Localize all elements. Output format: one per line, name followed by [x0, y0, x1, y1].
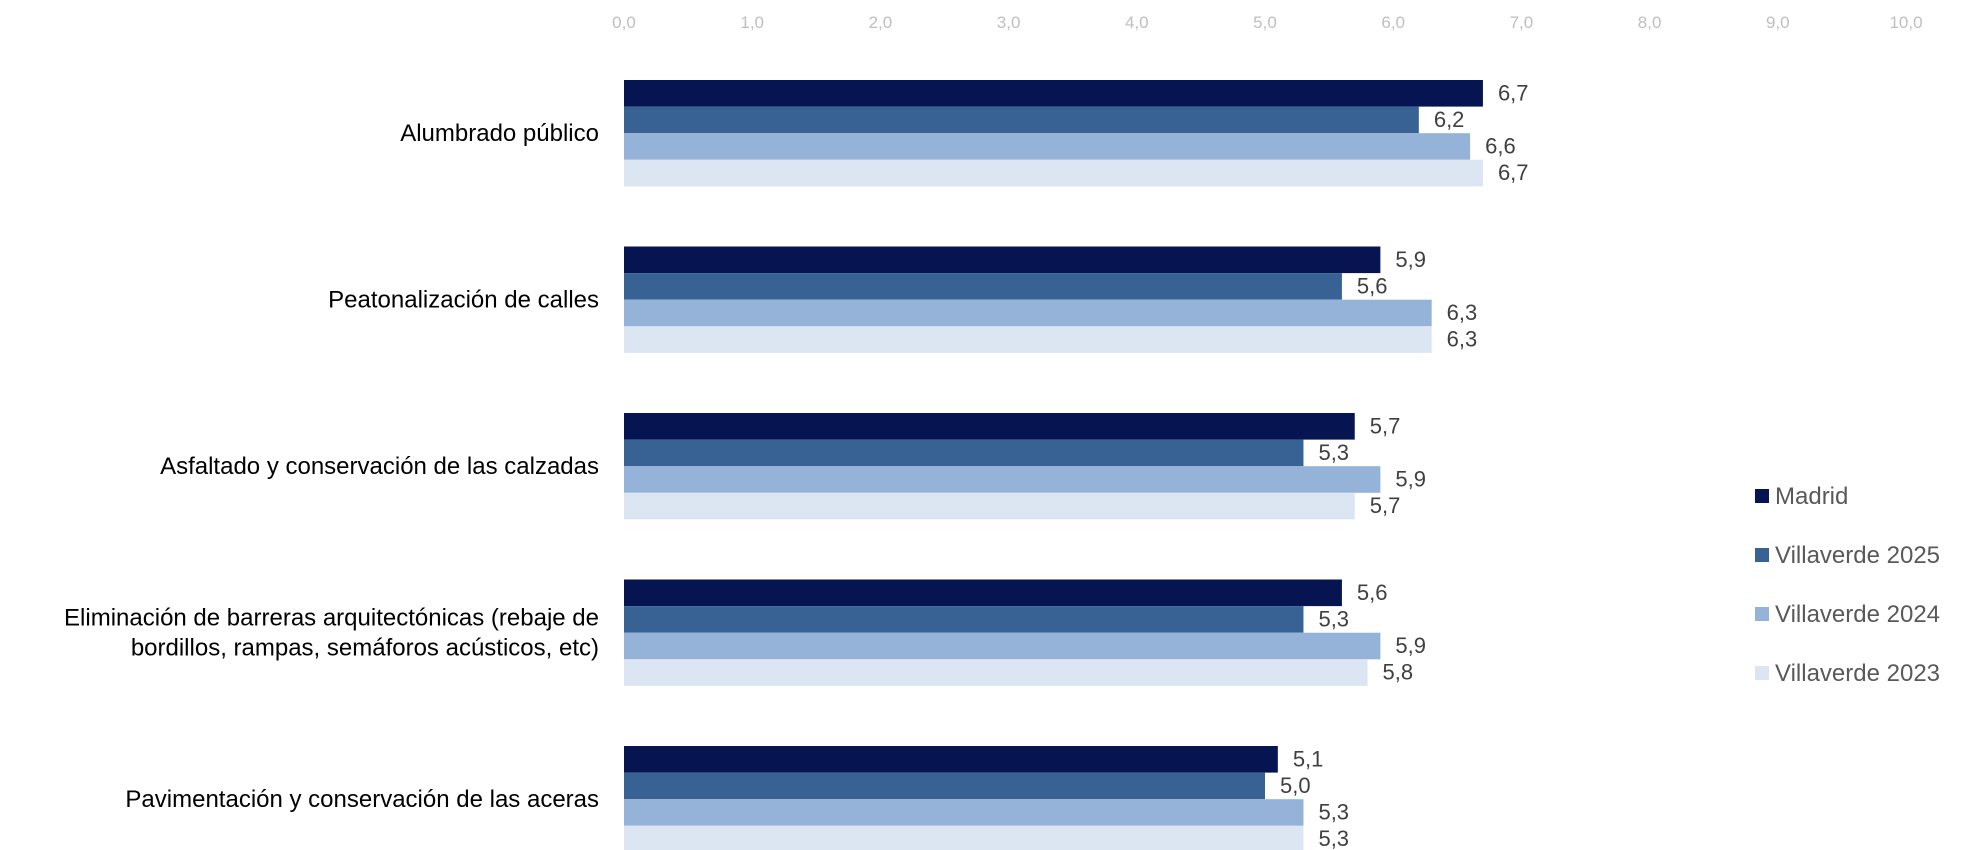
legend-item: Villaverde 2024 [1755, 601, 1940, 628]
x-tick-label: 8,0 [1638, 13, 1662, 32]
bar [624, 273, 1342, 300]
bar [624, 579, 1342, 607]
x-tick-label: 1,0 [740, 13, 764, 32]
data-label: 5,6 [1357, 580, 1388, 605]
data-label: 6,2 [1434, 107, 1465, 132]
legend-swatch [1755, 489, 1769, 503]
category-label: Pavimentación y conservación de las acer… [125, 786, 599, 813]
data-label: 5,3 [1318, 800, 1349, 825]
data-label: 5,1 [1293, 746, 1324, 771]
data-label: 5,3 [1318, 440, 1349, 465]
category-label: bordillos, rampas, semáforos acústicos, … [131, 635, 599, 662]
legend-label: Madrid [1775, 483, 1848, 510]
category-label: Alumbrado público [400, 120, 599, 147]
bar [624, 799, 1304, 826]
data-label: 6,6 [1485, 134, 1516, 159]
legend-item: Villaverde 2023 [1755, 660, 1940, 687]
bar [624, 492, 1355, 520]
data-label: 5,9 [1395, 633, 1426, 658]
bar [624, 632, 1381, 660]
bar [624, 606, 1304, 633]
bar [624, 106, 1419, 134]
bar [624, 80, 1483, 107]
data-label: 6,3 [1447, 300, 1478, 325]
x-tick-label: 9,0 [1766, 13, 1790, 32]
bar [624, 246, 1381, 274]
x-axis-ticks: 0,0 1,0 2,0 3,0 4,0 5,0 6,0 7,0 8,0 9,0 10,0 [612, 13, 1922, 32]
bar [624, 772, 1265, 800]
x-tick-label: 2,0 [869, 13, 893, 32]
legend-item: Villaverde 2025 [1755, 542, 1940, 569]
category-label: Peatonalización de calles [328, 287, 599, 314]
legend: Madrid Villaverde 2025 Villaverde 2024 Vill… [1755, 483, 1940, 687]
x-tick-label: 5,0 [1253, 13, 1277, 32]
data-label: 5,3 [1318, 826, 1349, 850]
x-tick-label: 6,0 [1381, 13, 1405, 32]
legend-swatch [1755, 666, 1769, 680]
x-tick-label: 3,0 [997, 13, 1021, 32]
x-tick-label: 4,0 [1125, 13, 1149, 32]
data-label: 5,7 [1370, 413, 1401, 438]
data-label: 6,3 [1447, 327, 1478, 352]
bar [624, 159, 1483, 187]
legend-label: Villaverde 2024 [1775, 601, 1940, 628]
x-tick-label: 10,0 [1889, 13, 1922, 32]
legend-swatch [1755, 607, 1769, 621]
bar [624, 439, 1304, 467]
value-labels: 6,76,26,66,75,95,66,36,35,75,35,95,75,65… [1280, 80, 1529, 850]
data-label: 5,0 [1280, 773, 1311, 798]
data-label: 6,7 [1498, 160, 1529, 185]
category-label: Asfaltado y conservación de las calzadas [160, 453, 599, 480]
data-label: 5,6 [1357, 273, 1388, 298]
data-label: 6,7 [1498, 80, 1529, 105]
legend-label: Villaverde 2025 [1775, 542, 1940, 569]
data-label: 5,8 [1383, 660, 1414, 685]
category-label: Eliminación de barreras arquitectónicas … [64, 605, 599, 632]
x-tick-label: 0,0 [612, 13, 636, 32]
data-label: 5,3 [1318, 606, 1349, 631]
bar [624, 466, 1381, 493]
x-tick-label: 7,0 [1510, 13, 1534, 32]
legend-label: Villaverde 2023 [1775, 660, 1940, 687]
bar [624, 413, 1355, 440]
bar [624, 299, 1432, 327]
bar [624, 746, 1278, 773]
bar [624, 133, 1471, 160]
data-label: 5,7 [1370, 493, 1401, 518]
legend-item: Madrid [1755, 483, 1848, 510]
data-label: 5,9 [1395, 247, 1426, 272]
bar [624, 326, 1432, 353]
data-label: 5,9 [1395, 467, 1426, 492]
bar [624, 659, 1368, 686]
category-labels: Alumbrado público Peatonalización de call… [64, 120, 599, 813]
legend-swatch [1755, 548, 1769, 562]
bars [624, 80, 1483, 850]
bar [624, 825, 1304, 850]
